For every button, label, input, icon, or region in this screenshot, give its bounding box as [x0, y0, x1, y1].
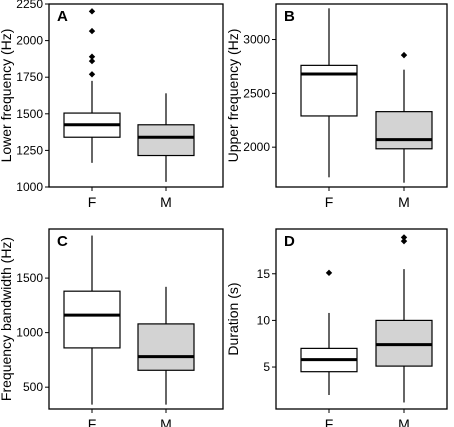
outlier-point: [88, 27, 96, 35]
y-tick-label: 1500: [16, 107, 43, 121]
x-category-label: M: [398, 416, 410, 427]
y-tick-label: 1250: [16, 143, 43, 157]
outlier-point: [400, 51, 408, 59]
plot-frame: [275, 3, 448, 188]
y-axis-title: Upper frequency (Hz): [225, 29, 241, 163]
outlier-point: [400, 234, 408, 241]
y-axis-title: Lower frequency (Hz): [0, 29, 14, 163]
outlier-point: [88, 71, 96, 78]
y-tick-label: 10: [257, 313, 271, 327]
panel-c: 500 1000 1500 F M Frequency bandwidth (Hz) C: [0, 228, 224, 427]
box-iqr: [63, 290, 121, 349]
x-category-label: M: [160, 194, 172, 210]
x-category-label: F: [325, 194, 334, 210]
y-tick-label: 2500: [243, 86, 270, 100]
plot-frame: [48, 3, 224, 188]
outlier-point: [88, 53, 96, 60]
box-iqr: [375, 111, 433, 150]
x-category-label: F: [325, 416, 334, 427]
y-tick-label: 2000: [16, 34, 43, 48]
outlier-point: [88, 8, 96, 15]
y-tick-label: 3000: [243, 33, 270, 47]
outlier-point: [400, 237, 408, 245]
x-category-label: M: [160, 416, 172, 427]
y-tick-label: 5: [263, 360, 270, 374]
panel-letter: D: [284, 233, 295, 250]
y-tick-label: 2250: [16, 0, 43, 11]
x-category-label: F: [88, 194, 97, 210]
y-tick-label: 1000: [16, 180, 43, 194]
panel-letter: B: [284, 8, 295, 25]
box-iqr: [137, 124, 195, 157]
x-category-label: F: [88, 416, 97, 427]
outlier-point: [88, 57, 96, 65]
y-tick-label: 2000: [243, 140, 270, 154]
y-tick-label: 1750: [16, 70, 43, 84]
outlier-point: [325, 269, 333, 277]
y-tick-label: 15: [257, 267, 271, 281]
y-axis-title: Frequency bandwidth (Hz): [0, 237, 14, 401]
plot-frame: [275, 228, 448, 410]
y-tick-label: 500: [23, 380, 43, 394]
y-tick-label: 1000: [16, 326, 43, 340]
panel-letter: C: [57, 233, 68, 250]
y-axis-title: Duration (s): [225, 282, 241, 355]
x-category-label: M: [398, 194, 410, 210]
panel-letter: A: [57, 8, 68, 25]
panel-a: 1000 1250 1500 1750 2000 2250 F M Lower frequenc…: [0, 0, 224, 210]
panel-b: 2000 2500 3000 F M Upper frequency (Hz) B: [225, 3, 448, 210]
plot-frame: [48, 228, 224, 410]
panel-d: 5 10 15 F M Duration (s) D: [225, 228, 448, 427]
box-iqr: [137, 323, 195, 371]
y-tick-label: 1500: [16, 271, 43, 285]
